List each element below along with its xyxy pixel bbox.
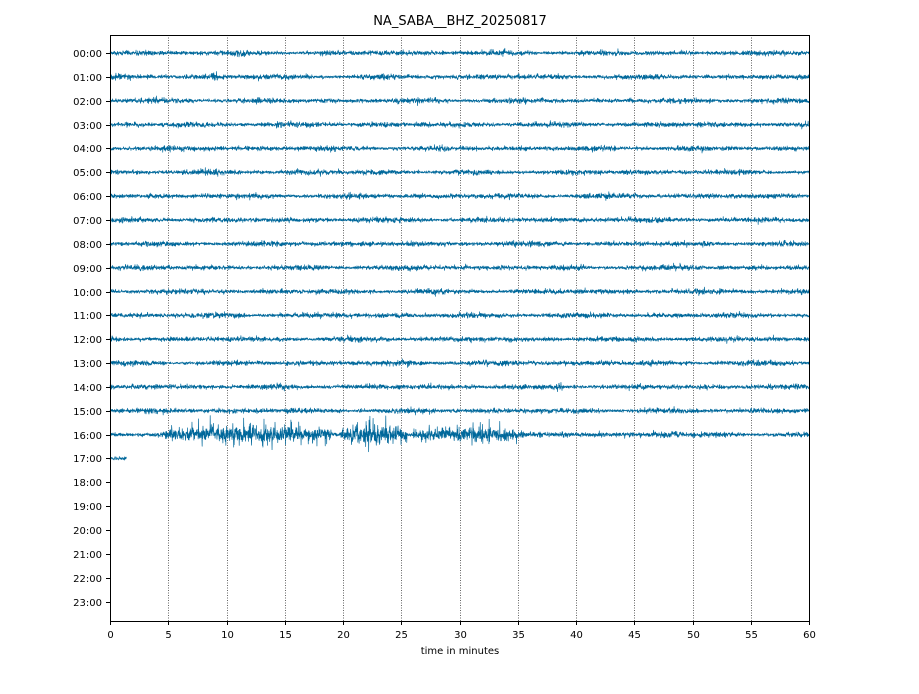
- x-tick-label: 25: [395, 630, 408, 641]
- seismic-trace: [109, 120, 810, 130]
- seismic-trace: [109, 406, 810, 416]
- y-tick-label: 01:00: [73, 73, 102, 84]
- x-tick-label: 30: [454, 630, 467, 641]
- seismic-trace: [109, 95, 810, 106]
- y-tick-label: 10:00: [73, 288, 102, 299]
- y-tick-label: 07:00: [73, 216, 102, 227]
- seismic-trace: [109, 456, 127, 461]
- x-tick-label: 45: [628, 630, 641, 641]
- y-tick-label: 13:00: [73, 359, 102, 370]
- y-tick-label: 17:00: [73, 454, 102, 465]
- y-tick-label: 05:00: [73, 168, 102, 179]
- y-tick-label: 14:00: [73, 383, 102, 394]
- x-tick-label: 40: [570, 630, 583, 641]
- seismic-trace: [109, 382, 810, 393]
- y-tick-label: 03:00: [73, 121, 102, 132]
- chart-title: NA_SABA__BHZ_20250817: [373, 14, 547, 29]
- seismic-trace: [109, 239, 810, 248]
- x-tick-label: 5: [165, 630, 171, 641]
- x-tick-label: 55: [745, 630, 758, 641]
- x-tick-label: 50: [687, 630, 700, 641]
- seismic-trace: [109, 167, 810, 177]
- seismic-trace: [109, 415, 810, 453]
- x-tick-label: 60: [803, 630, 816, 641]
- y-tick-label: 09:00: [73, 264, 102, 275]
- y-tick-label: 06:00: [73, 192, 102, 203]
- y-tick-label: 16:00: [73, 431, 102, 442]
- y-tick-label: 04:00: [73, 144, 102, 155]
- seismic-trace: [109, 71, 810, 82]
- x-tick-label: 35: [512, 630, 525, 641]
- x-tick-label: 10: [221, 630, 234, 641]
- seismic-traces: [109, 47, 810, 461]
- y-tick-label: 15:00: [73, 407, 102, 418]
- y-tick-label: 11:00: [73, 311, 102, 322]
- seismic-trace: [109, 262, 810, 272]
- seismic-trace: [109, 215, 810, 225]
- y-tick-label: 23:00: [73, 598, 102, 609]
- vertical-gridlines: [168, 35, 752, 621]
- y-tick-label: 20:00: [73, 526, 102, 537]
- y-tick-label: 00:00: [73, 49, 102, 60]
- x-axis-ticks: 0 5 10 15 20 25 30 35 40 45 50 55 60: [107, 621, 816, 641]
- seismic-trace: [109, 334, 810, 344]
- y-tick-label: 18:00: [73, 478, 102, 489]
- seismic-trace: [109, 358, 810, 368]
- y-tick-label: 12:00: [73, 335, 102, 346]
- seismic-trace: [109, 47, 810, 58]
- seismic-trace: [109, 286, 810, 297]
- x-tick-label: 0: [107, 630, 113, 641]
- y-tick-label: 19:00: [73, 502, 102, 513]
- y-tick-label: 22:00: [73, 574, 102, 585]
- y-tick-label: 08:00: [73, 240, 102, 251]
- seismic-trace: [109, 310, 810, 320]
- y-tick-label: 21:00: [73, 550, 102, 561]
- y-axis-hour-labels: 00:00 01:00 02:00 03:00 04:00 05:00 06:00 07:00…: [73, 49, 110, 609]
- y-tick-label: 02:00: [73, 97, 102, 108]
- seismic-trace: [109, 191, 810, 201]
- seismic-trace: [109, 144, 810, 154]
- x-tick-label: 15: [279, 630, 292, 641]
- x-axis-label: time in minutes: [421, 646, 500, 657]
- x-tick-label: 20: [337, 630, 350, 641]
